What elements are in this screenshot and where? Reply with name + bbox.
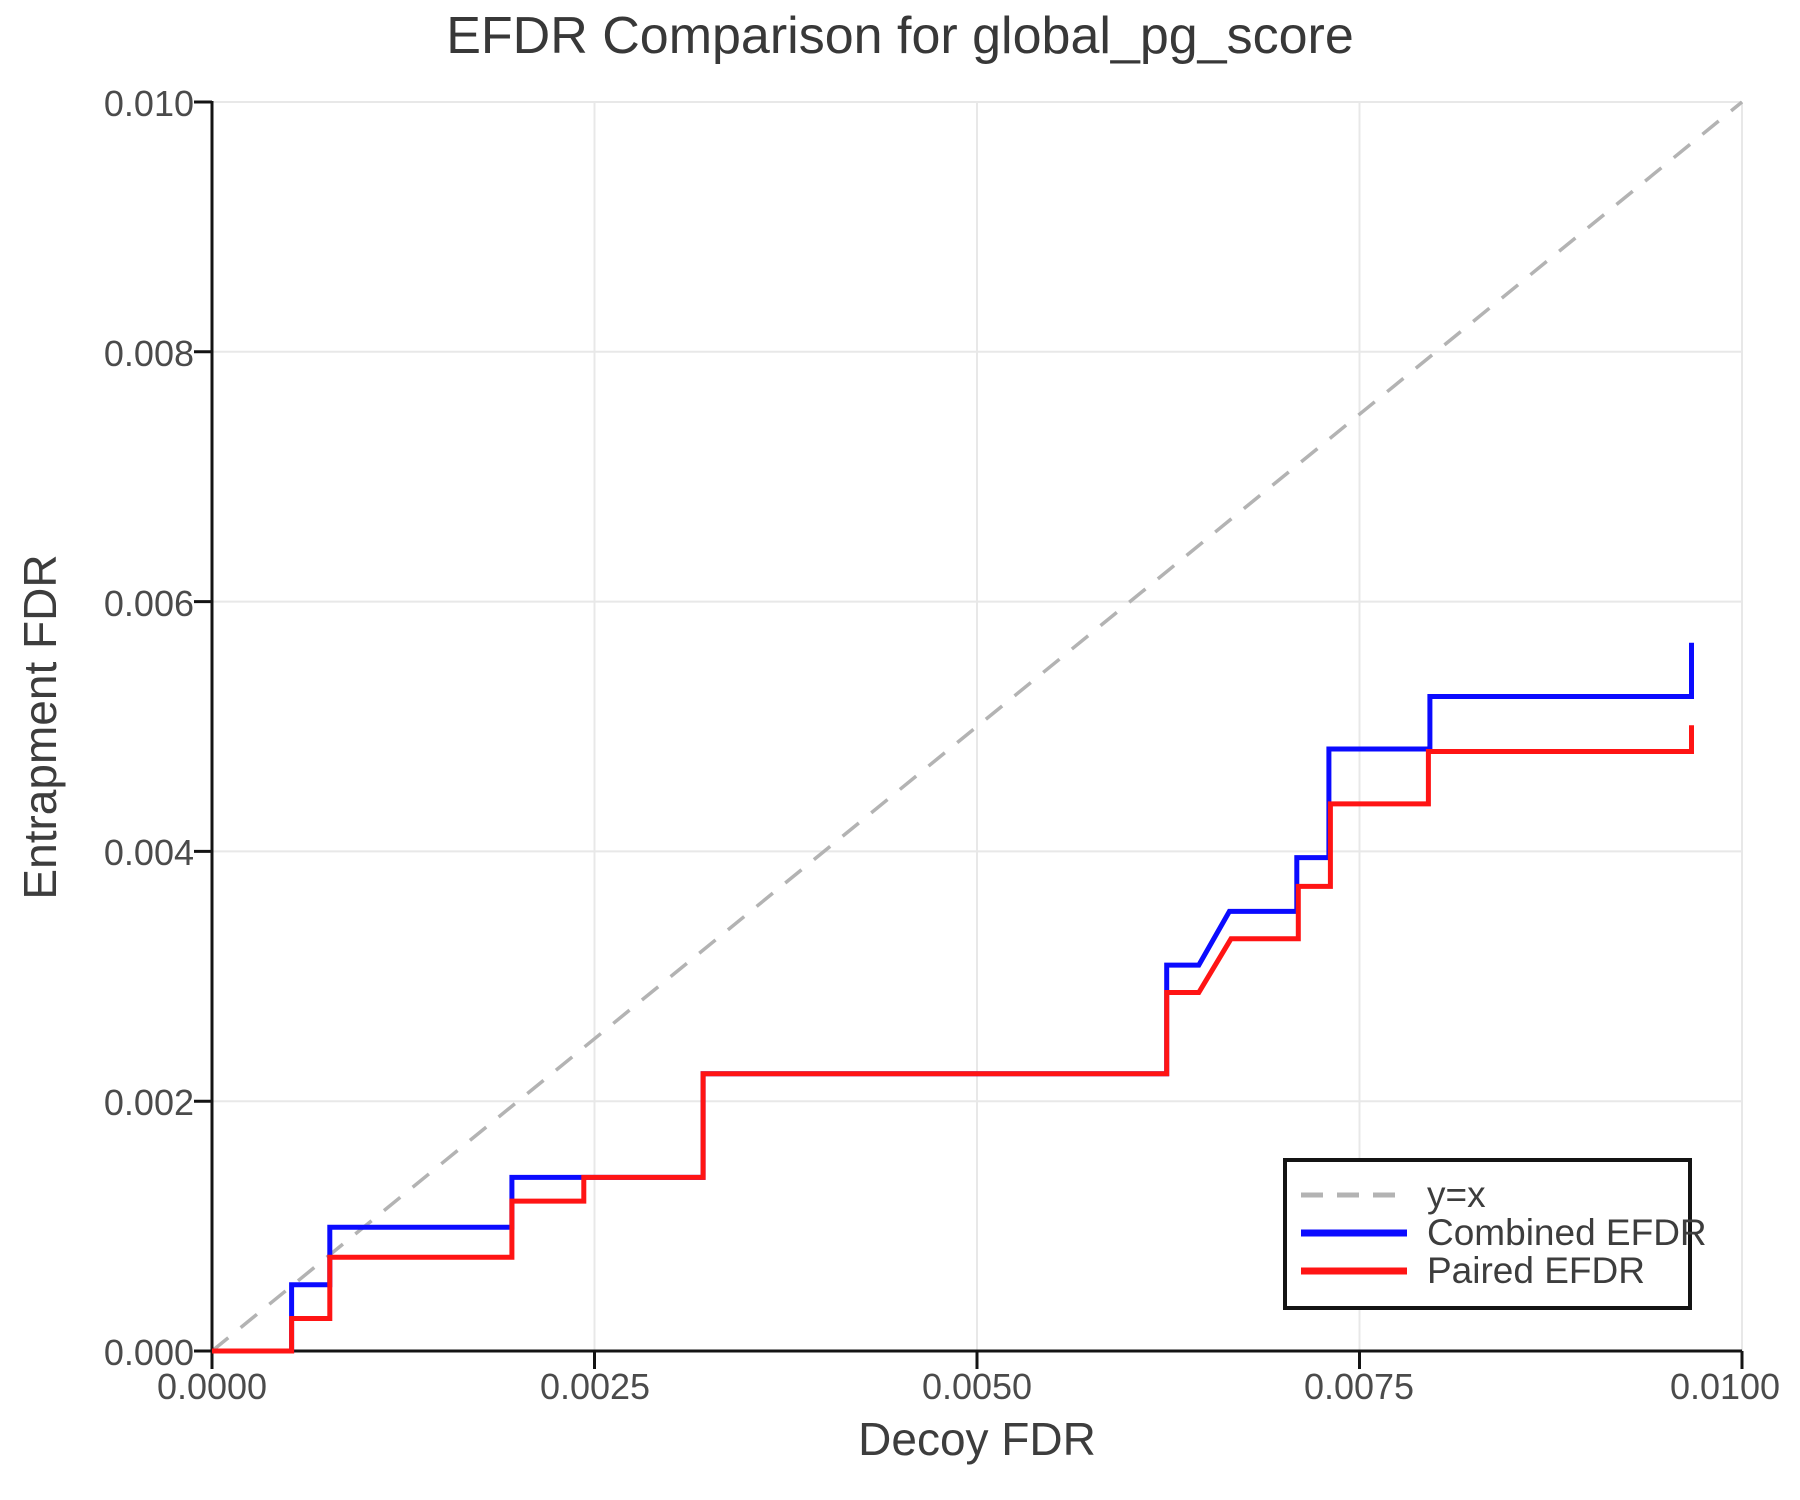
- y-tick-label: 0.002: [103, 1082, 194, 1123]
- chart-title: EFDR Comparison for global_pg_score: [446, 7, 1354, 65]
- legend-label-combined: Combined EFDR: [1427, 1212, 1707, 1253]
- legend-row-combined: Combined EFDR: [1301, 1212, 1707, 1253]
- dashed-line-swatch: [1301, 1192, 1407, 1198]
- x-tick-label: 0.0100: [1669, 1366, 1781, 1407]
- legend-label-identity: y=x: [1427, 1174, 1486, 1215]
- x-axis-label: Decoy FDR: [858, 1413, 1096, 1465]
- y-tick-label: 0.006: [103, 583, 194, 624]
- blue-line-swatch: [1301, 1229, 1407, 1237]
- y-tick-label: 0.000: [103, 1332, 194, 1373]
- identity-reference-line: [210, 100, 1744, 1353]
- legend-row-paired: Paired EFDR: [1301, 1250, 1688, 1291]
- legend-label-paired: Paired EFDR: [1427, 1250, 1645, 1291]
- red-line-swatch: [1301, 1267, 1407, 1275]
- paired-efdr-line: [212, 725, 1694, 1354]
- legend-row-identity: y=x: [1301, 1174, 1688, 1215]
- y-tick-label: 0.010: [103, 83, 194, 124]
- x-tick-label: 0.0075: [1303, 1366, 1415, 1407]
- x-tick-label: 0.0025: [539, 1366, 651, 1407]
- x-tick-label: 0.0000: [156, 1366, 268, 1407]
- x-tick-label: 0.0050: [921, 1366, 1033, 1407]
- legend: y=x Combined EFDR Paired EFDR: [1283, 1158, 1707, 1310]
- y-tick-label: 0.004: [103, 832, 194, 873]
- y-tick-label: 0.008: [103, 333, 194, 374]
